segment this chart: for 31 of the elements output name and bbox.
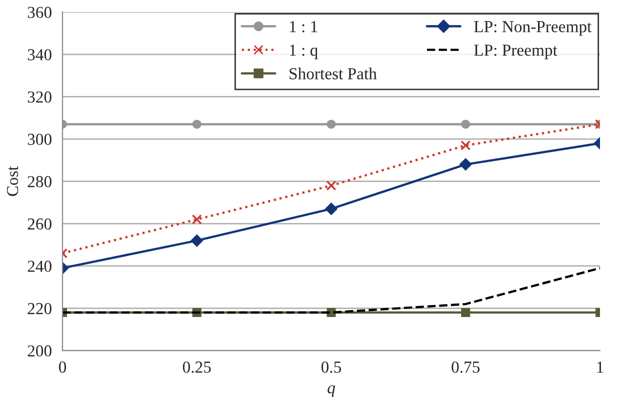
point <box>459 158 472 171</box>
point <box>190 234 204 247</box>
legend-label: 1 : q <box>290 44 318 60</box>
point <box>326 120 336 129</box>
y-axis-title: Cost <box>6 166 18 196</box>
point <box>461 120 470 129</box>
x-tick-label: 0.75 <box>452 362 480 373</box>
legend-label: LP: Preempt <box>474 44 558 60</box>
y-tick-label: 340 <box>28 49 52 60</box>
y-tick-label: 260 <box>28 218 52 230</box>
y-tick-label: 220 <box>28 302 52 314</box>
y-tick-label: 200 <box>28 345 52 357</box>
x-tick-label: 0.25 <box>182 362 211 373</box>
y-tick-label: 360 <box>28 6 52 18</box>
point <box>460 140 471 150</box>
point <box>325 202 338 216</box>
point <box>192 120 202 129</box>
y-tick-label: 240 <box>28 260 52 272</box>
legend-label: LP: Non-Preempt <box>474 21 592 36</box>
point <box>461 308 470 318</box>
x-tick-label: 0.5 <box>321 362 342 373</box>
y-tick-label: 300 <box>28 134 52 145</box>
y-tick-label: 280 <box>28 176 52 188</box>
x-axis-title: q <box>328 385 336 397</box>
point <box>326 180 336 191</box>
legend-label: 1 : 1 <box>290 21 318 32</box>
point <box>192 214 202 225</box>
legend-label: Shortest Path <box>290 68 377 80</box>
y-tick-label: 320 <box>28 91 52 103</box>
x-tick-label: 0 <box>58 362 66 373</box>
x-tick-label: 1 <box>597 362 604 373</box>
